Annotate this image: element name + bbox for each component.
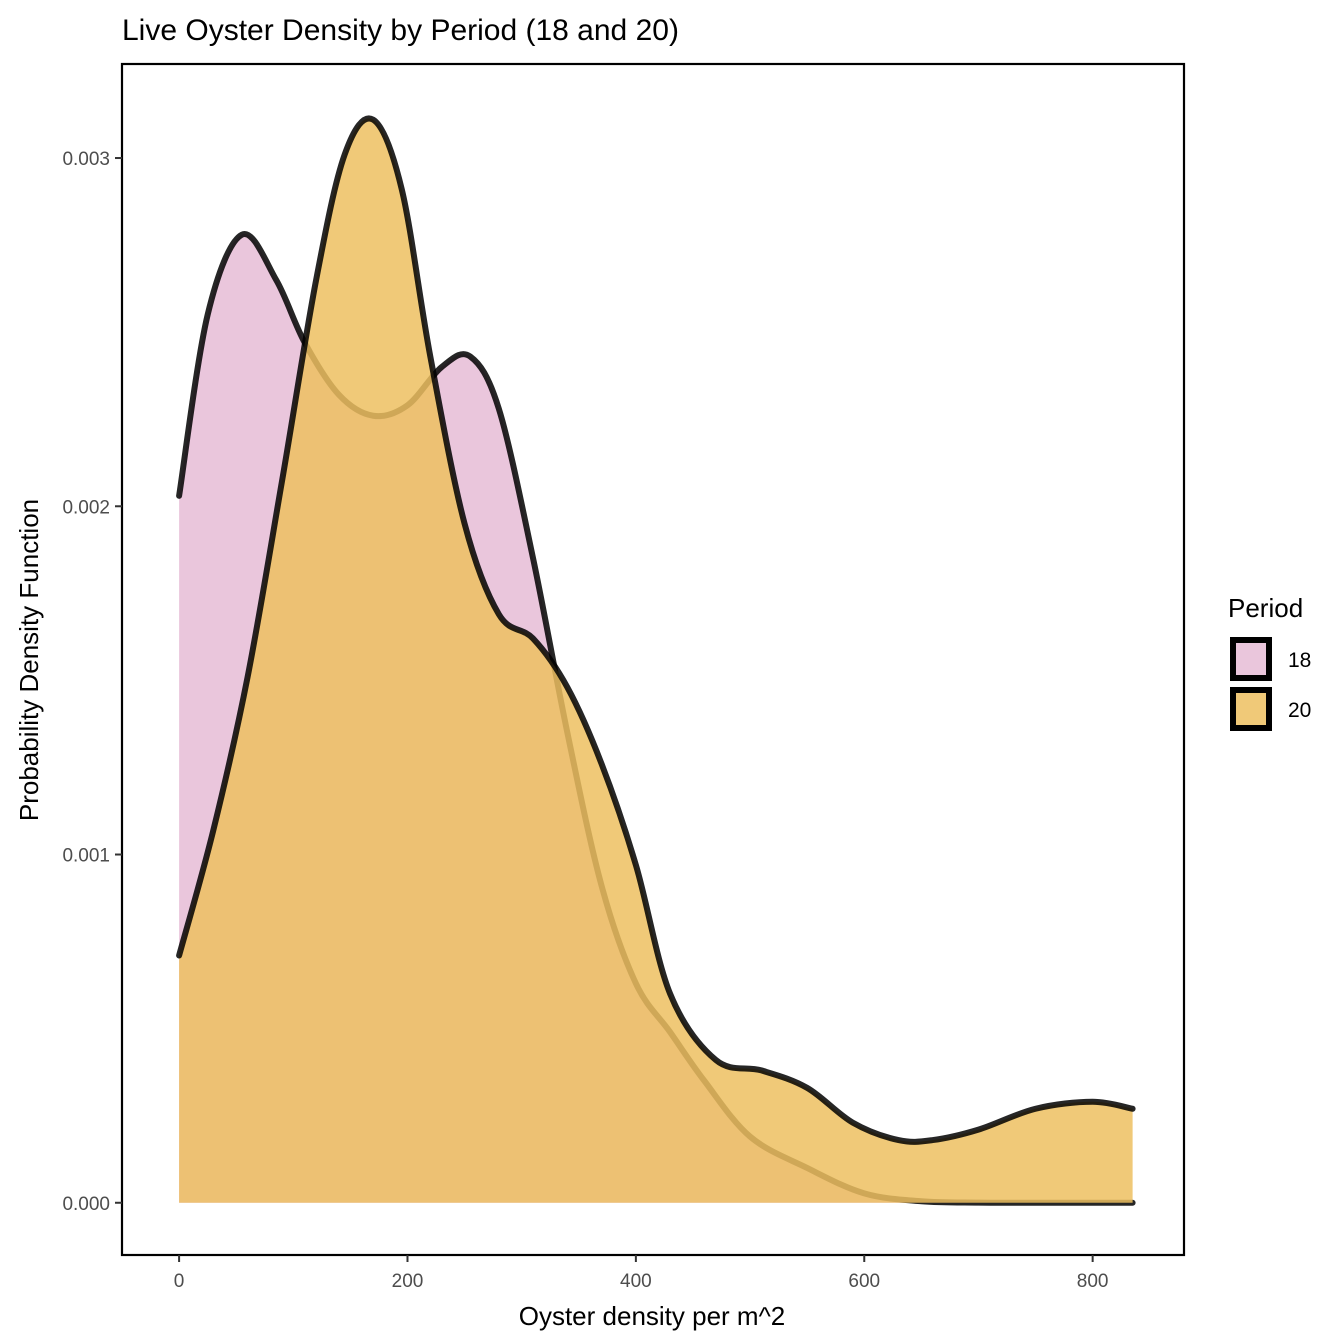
y-axis: 0.000 0.001 0.002 0.003 [62,149,122,1215]
x-tick-label: 0 [174,1271,185,1292]
y-tick-label: 0.003 [62,149,110,170]
legend: Period 18 20 [1228,593,1311,731]
series-layer [176,115,1136,1206]
x-tick-label: 200 [392,1271,424,1292]
y-tick-label: 0.002 [62,497,110,518]
legend-key-18 [1230,637,1272,681]
series-20-area [179,118,1133,1203]
x-tick-label: 600 [848,1271,880,1292]
legend-key-20 [1230,687,1272,731]
legend-title: Period [1228,593,1303,623]
x-axis-title: Oyster density per m^2 [519,1301,786,1331]
y-tick-label: 0.001 [62,846,110,867]
x-axis: 0 200 400 600 800 [174,1255,1109,1292]
legend-label-18: 18 [1288,649,1311,672]
chart-title: Live Oyster Density by Period (18 and 20… [122,14,679,47]
x-tick-label: 400 [620,1271,652,1292]
plot-panel-border [120,62,1186,1257]
x-tick-label: 800 [1077,1271,1109,1292]
y-tick-label: 0.000 [62,1194,110,1215]
legend-label-20: 20 [1288,699,1311,722]
y-axis-title: Probability Density Function [14,499,44,821]
series-20-line [176,115,1136,1145]
